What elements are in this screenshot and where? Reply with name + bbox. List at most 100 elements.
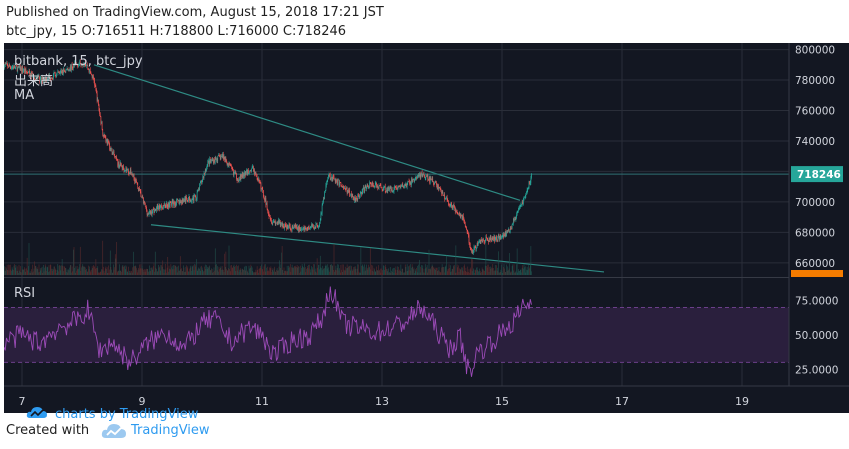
candle-body [519, 206, 521, 208]
volume-bar [186, 265, 187, 275]
candle-body [19, 65, 21, 71]
candle-body [68, 69, 69, 71]
candle-body [160, 205, 162, 208]
candle-body [358, 196, 360, 198]
candle-body [529, 181, 530, 185]
volume-bar [366, 269, 368, 275]
volume-bar [196, 269, 198, 275]
volume-bar [302, 266, 304, 275]
candle-body [364, 185, 366, 188]
candle-body [193, 196, 194, 201]
candle-body [109, 143, 110, 150]
candle-body [319, 222, 320, 226]
candle-body [159, 205, 160, 209]
volume-bar [63, 271, 64, 275]
volume-bar [208, 266, 210, 275]
candle-body [431, 179, 432, 181]
volume-bar [159, 270, 161, 275]
candle-body [237, 179, 239, 181]
volume-bar [266, 267, 267, 275]
candle-body [359, 195, 360, 198]
volume-bar [505, 272, 507, 275]
volume-bar [163, 269, 164, 275]
candle-body [505, 231, 507, 237]
candle-body [8, 64, 10, 68]
volume-bar [175, 265, 177, 275]
volume-bar [407, 270, 409, 275]
volume-bar [291, 264, 293, 275]
candle-body [456, 210, 457, 213]
volume-bar [31, 269, 32, 275]
volume-bar [258, 268, 260, 275]
candle-body [441, 190, 443, 194]
volume-bar [371, 270, 373, 275]
volume-bar [522, 265, 524, 275]
candle-body [36, 77, 37, 79]
candle-body [311, 224, 313, 226]
volume-bar [229, 271, 231, 275]
candle-body [288, 224, 290, 228]
volume-bar [384, 269, 385, 275]
candle-body [436, 183, 437, 186]
candle-body [47, 78, 49, 80]
candle-body [331, 176, 333, 181]
tradingview-cloud-icon [26, 407, 47, 418]
candle-body [214, 157, 216, 162]
volume-bar [213, 267, 215, 275]
candle-body [236, 173, 237, 179]
candle-body [389, 186, 391, 189]
volume-bar [259, 265, 261, 275]
candle-body [334, 178, 335, 180]
volume-bar [166, 267, 168, 275]
volume-bar [67, 272, 69, 275]
candle-body [424, 175, 425, 178]
tradingview-link[interactable]: TradingView [131, 423, 210, 438]
candle-body [126, 169, 128, 171]
volume-bar [56, 270, 58, 275]
volume-bar [331, 265, 333, 275]
volume-bar [56, 272, 57, 275]
candle-body [203, 173, 205, 178]
price-tick-label: 660000 [795, 258, 835, 270]
candle-body [54, 73, 56, 76]
candle-body [521, 201, 523, 205]
volume-bar [209, 269, 211, 275]
candle-body [36, 77, 38, 79]
candle-body [4, 64, 5, 68]
candle-body [352, 194, 354, 197]
candle-body [49, 75, 51, 79]
watermark-text[interactable]: charts by TradingView [55, 407, 199, 422]
volume-bar [94, 266, 95, 275]
candle-body [464, 224, 466, 227]
candle-body [166, 202, 167, 207]
volume-bar [125, 265, 127, 275]
candle-body [493, 236, 495, 240]
candle-body [51, 77, 52, 79]
volume-bar [425, 268, 427, 275]
candle-body [320, 213, 322, 221]
volume-bar [404, 264, 406, 275]
volume-bar [218, 267, 220, 275]
candle-body [166, 202, 168, 207]
chart-canvas[interactable]: 6600006800007000007200007400007600007800… [3, 43, 849, 413]
candle-body [458, 214, 459, 215]
candle-body [48, 75, 49, 79]
candle-body [146, 210, 148, 215]
candle-body [216, 159, 218, 161]
candle-body [247, 169, 249, 176]
candle-body [38, 76, 40, 78]
candle-body [121, 165, 122, 167]
volume-bar [111, 272, 113, 275]
candle-body [168, 202, 169, 208]
volume-bar [191, 265, 193, 275]
volume-bar [9, 264, 10, 275]
volume-bar [49, 271, 50, 275]
volume-bar [527, 270, 529, 275]
candle-body [159, 207, 161, 209]
volume-bar [360, 247, 362, 275]
last-price-badge [791, 166, 843, 183]
candle-body [226, 162, 228, 166]
volume-bar [124, 269, 126, 275]
volume-bar [529, 267, 530, 275]
candle-body [363, 187, 364, 189]
